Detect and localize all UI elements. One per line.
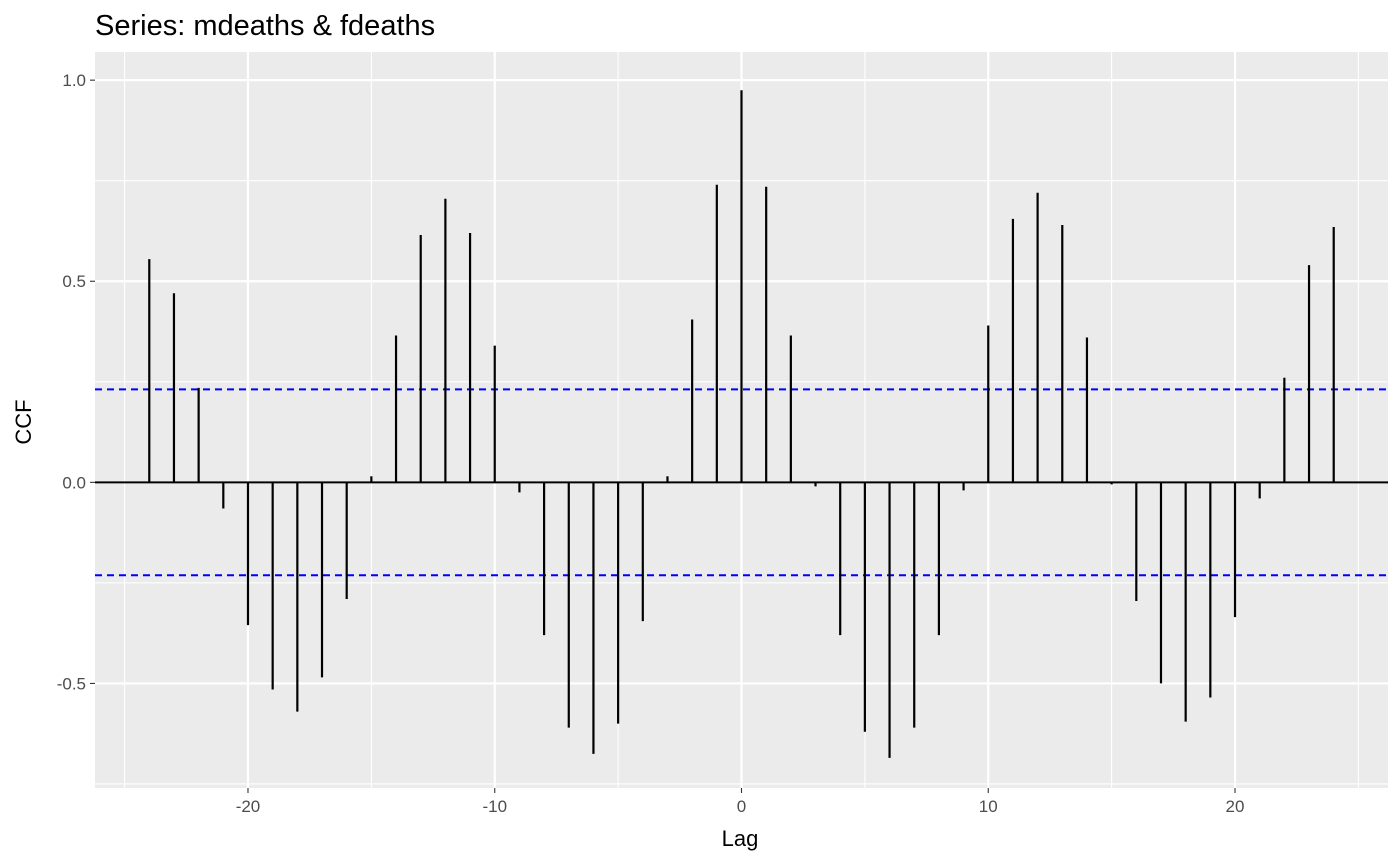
y-axis-title: CCF: [11, 399, 36, 444]
x-axis-title: Lag: [722, 826, 759, 851]
x-tick-label: 20: [1226, 797, 1245, 816]
x-tick-label: 0: [737, 797, 746, 816]
y-tick-label: 0.5: [62, 272, 86, 291]
x-tick-label: -10: [482, 797, 507, 816]
y-tick-label: 1.0: [62, 71, 86, 90]
x-axis: -20 -10 0 10 20: [236, 788, 1245, 816]
x-tick-label: 10: [979, 797, 998, 816]
chart-title: Series: mdeaths & fdeaths: [95, 10, 435, 42]
y-axis: -0.5 0.0 0.5 1.0: [57, 71, 95, 693]
y-tick-label: -0.5: [57, 674, 86, 693]
y-tick-label: 0.0: [62, 473, 86, 492]
x-tick-label: -20: [236, 797, 261, 816]
ccf-bars: [148, 90, 1335, 758]
